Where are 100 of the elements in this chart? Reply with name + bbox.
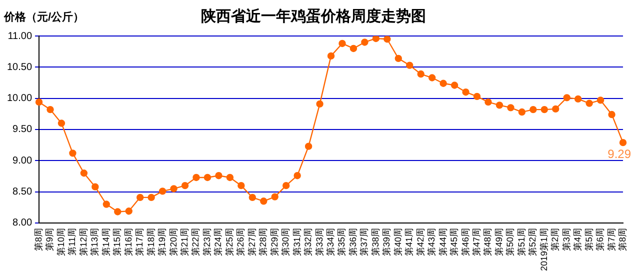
x-tick-label: 第23周 [202,228,212,256]
point [294,172,301,180]
point [552,105,560,113]
point [563,94,570,102]
point [361,38,368,46]
x-tick-label: 第43周 [426,228,437,256]
point [384,36,391,43]
point [394,54,402,62]
point [574,95,582,103]
y-tick-label: 8.50 [12,186,32,198]
x-tick-label: 第7周 [606,228,616,251]
point [92,183,99,190]
x-tick-label: 第3周 [561,228,572,251]
x-tick-label: 第30周 [280,228,291,256]
x-tick-label: 第37周 [359,228,370,256]
point [125,208,132,215]
x-tick-label: 第34周 [325,228,336,256]
x-tick-label: 第42周 [415,228,426,256]
x-tick-label: 第41周 [404,228,414,256]
point [462,88,470,96]
point [102,200,110,208]
x-tick-label: 第51周 [516,228,526,256]
y-tick-label: 10.00 [6,93,32,104]
x-tick-label: 第46周 [460,228,470,256]
point [507,104,514,112]
x-tick-label: 第12周 [78,228,88,256]
point [46,106,54,114]
x-tick-label: 第25周 [224,228,234,256]
point [406,62,414,69]
point [530,106,537,114]
point [304,142,312,150]
x-tick-label: 第6周 [595,228,606,251]
point [158,188,166,195]
point [338,40,346,48]
x-tick-label: 第19周 [157,228,168,256]
point [372,36,380,42]
x-tick-label: 第5周 [584,228,594,251]
point [586,100,593,107]
x-tick-label: 第2周 [550,228,560,251]
x-tick-label: 第13周 [90,228,100,256]
x-tick-label: 第4周 [572,228,583,251]
point [192,174,200,182]
data-label: 9.29 [608,146,632,161]
point [282,182,290,190]
x-tick-label: 第16周 [123,228,134,256]
point [114,208,122,216]
point [350,44,358,52]
point [170,185,178,192]
x-tick-label: 第33周 [314,228,324,256]
y-tick-label: 10.50 [6,62,32,73]
point [271,193,278,200]
x-tick-label: 第44周 [438,228,448,256]
x-tick-label: 第47周 [471,228,482,256]
x-tick-label: 第14周 [100,228,111,256]
x-tick-label: 第8周 [617,228,628,251]
y-tick-label: 11.00 [8,30,32,42]
point [596,96,604,104]
x-tick-label: 第11周 [67,228,78,256]
point [80,170,88,177]
point [473,92,481,100]
x-tick-label: 第26周 [236,228,246,256]
x-tick-label: 第8周 [34,228,44,251]
x-tick-label: 第17周 [134,228,145,256]
x-tick-label: 第21周 [180,228,190,256]
point [417,70,424,78]
x-tick-label: 第24周 [213,228,224,256]
x-tick-label: 第31周 [292,228,302,256]
point [484,98,492,106]
x-tick-label: 第22周 [190,228,201,256]
point [215,172,222,180]
x-tick-label: 第10周 [56,228,66,256]
x-tick-label: 第9周 [44,228,55,251]
point [204,174,212,182]
x-tick-label: 第38周 [370,228,380,256]
x-tick-label: 第49周 [494,228,504,256]
point [540,106,548,114]
point [248,194,256,202]
point [260,198,268,205]
x-tick-label: 第27周 [246,228,257,256]
x-tick-label: 第20周 [168,228,178,256]
point [327,52,335,60]
x-tick-label: 第40周 [392,228,403,256]
point [226,174,234,182]
point [496,102,504,109]
x-tick-label: 第50周 [505,228,516,256]
x-tick-label: 第28周 [258,228,268,256]
x-tick-label: 第35周 [336,228,347,256]
point [58,120,66,127]
x-tick-label: 第15周 [112,228,122,256]
point [136,194,144,202]
chart-title: 陕西省近一年鸡蛋价格周度走势图 [201,7,426,26]
point [316,100,324,108]
point [440,80,447,87]
x-tick-label: 第48周 [482,228,493,256]
point [619,138,627,146]
point [238,182,245,190]
point [148,194,155,202]
point [428,74,436,82]
y-tick-label: 9.50 [12,124,32,136]
point [450,82,458,89]
